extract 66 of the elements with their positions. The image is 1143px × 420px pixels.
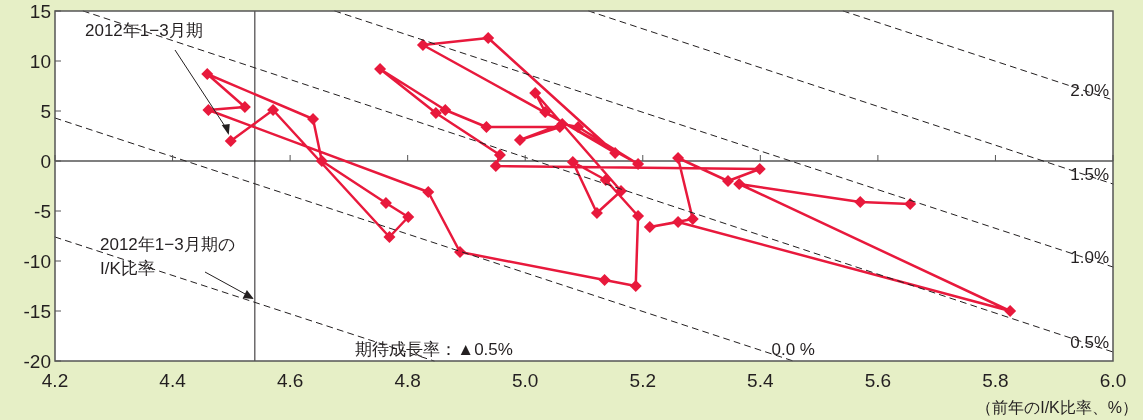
x-tick-label: 4.8	[394, 370, 421, 391]
x-tick-label: 5.0	[512, 370, 539, 391]
point	[904, 198, 917, 210]
x-tick-label: 4.4	[159, 370, 187, 391]
series-label: 0.0 %	[771, 340, 815, 359]
series-label: 2.0%	[1070, 81, 1109, 100]
point	[402, 211, 415, 223]
point	[854, 196, 867, 208]
point	[493, 149, 506, 161]
point	[529, 87, 542, 99]
x-tick-label: 5.2	[629, 370, 656, 391]
annotation: 2012年1−3月期	[85, 21, 203, 40]
point	[201, 68, 214, 80]
point	[672, 152, 685, 164]
ref-line-label: 2012年1−3月期の I/K比率	[100, 235, 235, 278]
point	[307, 113, 320, 125]
point	[643, 221, 656, 233]
point	[513, 134, 526, 146]
point	[599, 174, 612, 186]
point	[267, 104, 280, 116]
x-axis-title: （前年のI/K比率、%）	[976, 399, 1138, 416]
point	[539, 106, 552, 118]
x-tick-label: 5.4	[747, 370, 774, 391]
point	[480, 121, 493, 133]
point	[422, 186, 435, 198]
point	[722, 175, 735, 187]
point	[598, 274, 611, 286]
x-tick-label: 4.6	[276, 370, 304, 391]
point	[1004, 305, 1017, 317]
point	[224, 135, 237, 147]
point	[753, 163, 766, 175]
y-tick-label: 5	[40, 101, 51, 122]
series-label: 期待成長率：▲0.5%	[355, 340, 513, 359]
y-tick-label: -5	[34, 201, 51, 222]
y-tick-label: 15	[29, 1, 51, 22]
point	[632, 210, 645, 222]
point	[429, 107, 442, 119]
series-label: 1.5%	[1070, 165, 1109, 184]
series-label: 0.5%	[1070, 333, 1109, 352]
point	[379, 197, 392, 209]
point	[202, 104, 215, 116]
point	[590, 207, 603, 219]
point	[416, 39, 429, 51]
point	[315, 155, 328, 167]
point	[686, 213, 699, 225]
x-tick-label: 5.6	[864, 370, 892, 391]
point	[383, 231, 396, 243]
x-tick-label: 5.8	[982, 370, 1009, 391]
y-tick-label: 10	[29, 51, 51, 72]
y-tick-label: 0	[40, 151, 51, 172]
point	[632, 158, 645, 170]
point	[733, 178, 746, 190]
point	[615, 185, 628, 197]
point	[672, 216, 685, 228]
y-tick-label: -15	[23, 301, 51, 322]
point	[374, 63, 387, 75]
point	[489, 160, 502, 172]
point	[482, 32, 495, 44]
point	[439, 104, 452, 116]
point	[629, 280, 642, 292]
y-tick-label: -20	[23, 351, 51, 372]
y-tick-label: -10	[23, 251, 51, 272]
x-tick-label: 4.2	[41, 370, 69, 391]
x-tick-label: 6.0	[1099, 370, 1127, 391]
series-label: 1.0%	[1070, 248, 1109, 267]
point	[238, 101, 251, 113]
